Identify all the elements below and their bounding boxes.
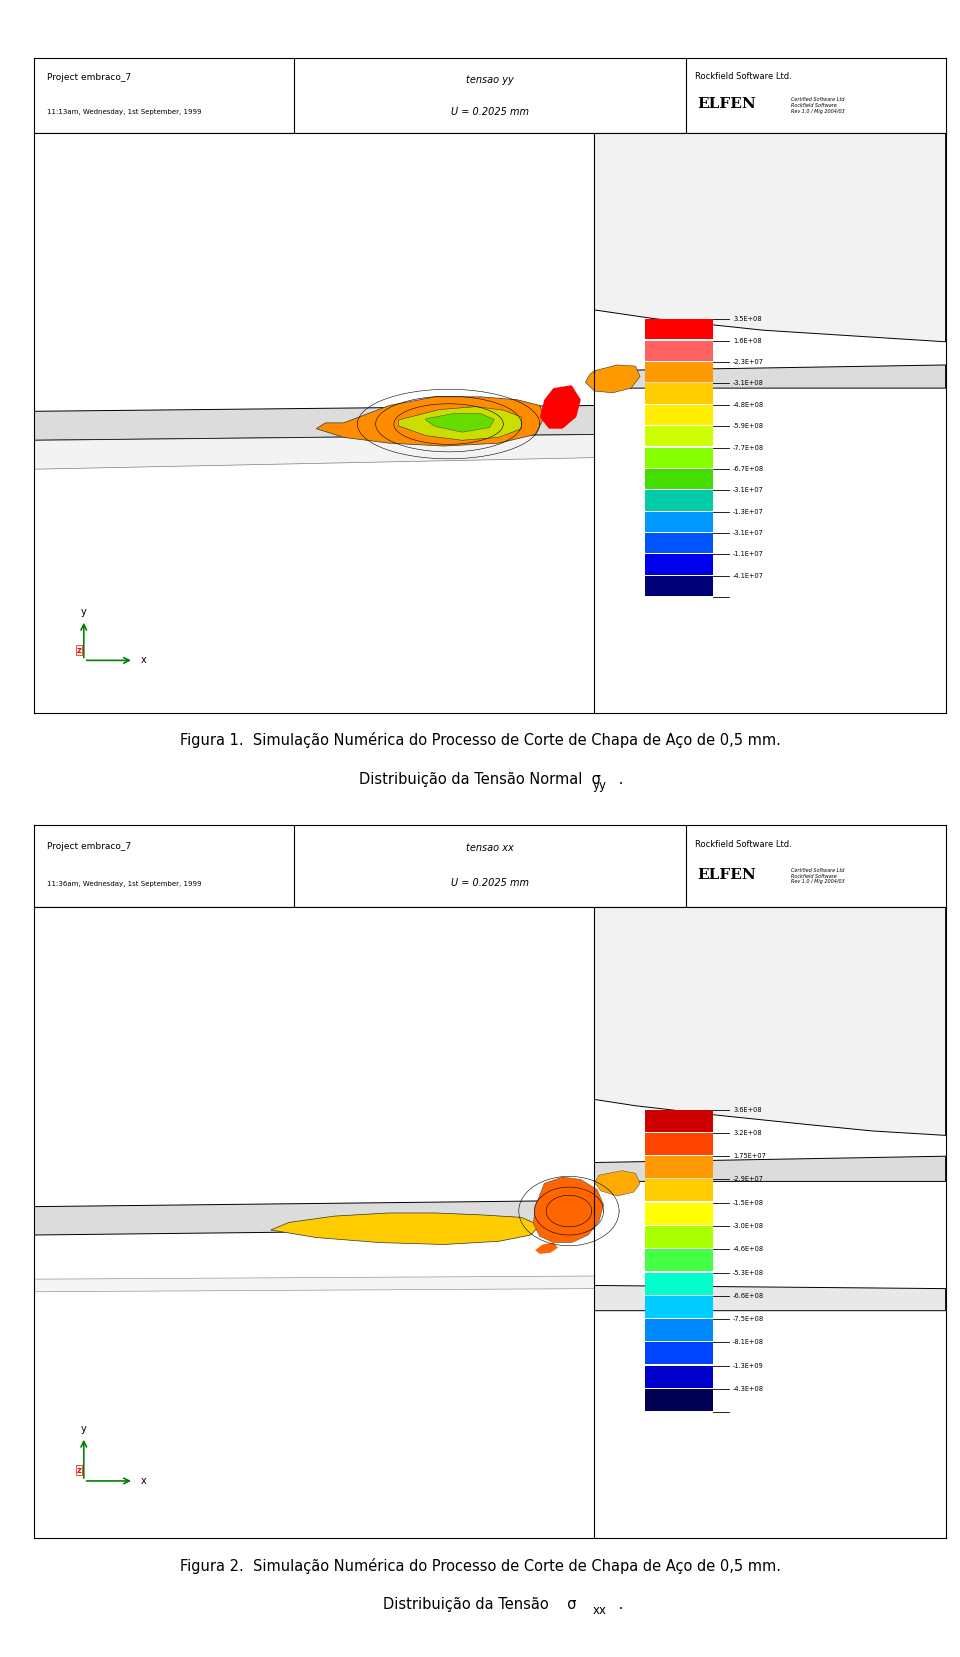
- Bar: [645, 1157, 713, 1178]
- Bar: [645, 1273, 713, 1294]
- Text: Figura 1.  Simulação Numérica do Processo de Corte de Chapa de Aço de 0,5 mm.: Figura 1. Simulação Numérica do Processo…: [180, 732, 780, 749]
- Polygon shape: [34, 434, 594, 469]
- Text: xx: xx: [592, 1604, 607, 1617]
- Text: -3.1E+07: -3.1E+07: [733, 530, 764, 537]
- Bar: [645, 1180, 713, 1201]
- Text: -4.1E+07: -4.1E+07: [733, 573, 764, 578]
- Bar: [645, 1110, 713, 1132]
- Bar: [645, 320, 713, 340]
- Bar: [645, 1342, 713, 1364]
- Polygon shape: [594, 365, 946, 388]
- Text: -4.6E+08: -4.6E+08: [733, 1246, 764, 1253]
- Text: -8.1E+08: -8.1E+08: [733, 1339, 764, 1345]
- Text: -1.3E+09: -1.3E+09: [733, 1362, 764, 1369]
- Text: tensao yy: tensao yy: [466, 75, 514, 85]
- Text: 3.2E+08: 3.2E+08: [733, 1130, 761, 1135]
- Text: x: x: [141, 1476, 147, 1486]
- Text: yy: yy: [592, 779, 607, 792]
- Text: 3.6E+08: 3.6E+08: [733, 1107, 761, 1112]
- Text: -3.1E+08: -3.1E+08: [733, 381, 764, 386]
- Text: U = 0.2025 mm: U = 0.2025 mm: [450, 878, 529, 888]
- Polygon shape: [594, 133, 946, 341]
- Text: -4.3E+08: -4.3E+08: [733, 1385, 764, 1392]
- Bar: [645, 361, 713, 383]
- Text: -1.5E+08: -1.5E+08: [733, 1200, 764, 1206]
- Text: y: y: [81, 606, 86, 616]
- Bar: [645, 577, 713, 597]
- Text: -3.1E+07: -3.1E+07: [733, 487, 764, 494]
- Bar: [645, 1133, 713, 1155]
- Bar: [645, 534, 713, 553]
- Bar: [645, 1389, 713, 1412]
- Text: 3.5E+08: 3.5E+08: [733, 316, 761, 321]
- Text: Certified Software Ltd
Rockfield Software
Rev 1.0 / Mig 2004/03: Certified Software Ltd Rockfield Softwar…: [790, 98, 844, 114]
- Polygon shape: [34, 1276, 594, 1292]
- Polygon shape: [426, 414, 494, 432]
- Text: -4.8E+08: -4.8E+08: [733, 401, 764, 408]
- Bar: [645, 555, 713, 575]
- Text: -5.3E+08: -5.3E+08: [733, 1269, 764, 1276]
- Bar: [645, 469, 713, 489]
- Text: Distribuição da Tensão    σ: Distribuição da Tensão σ: [383, 1597, 577, 1612]
- Text: ELFEN: ELFEN: [698, 868, 756, 882]
- Polygon shape: [534, 1176, 604, 1243]
- Text: .: .: [614, 1597, 624, 1612]
- Text: Rockfield Software Ltd.: Rockfield Software Ltd.: [695, 840, 792, 848]
- Polygon shape: [540, 384, 581, 429]
- Bar: [645, 404, 713, 424]
- Bar: [645, 341, 713, 361]
- Polygon shape: [34, 1200, 594, 1234]
- Text: 1.75E+07: 1.75E+07: [733, 1153, 766, 1160]
- Bar: [645, 1365, 713, 1387]
- Polygon shape: [594, 906, 946, 1135]
- Text: z: z: [77, 1466, 82, 1475]
- Polygon shape: [398, 406, 521, 441]
- Text: z: z: [77, 646, 82, 655]
- Text: Certified Software Ltd
Rockfield Software
Rev 1.0 / Mig 2004/03: Certified Software Ltd Rockfield Softwar…: [790, 868, 844, 885]
- Bar: [645, 447, 713, 467]
- Polygon shape: [271, 1213, 540, 1244]
- Polygon shape: [586, 365, 640, 393]
- Text: -6.7E+08: -6.7E+08: [733, 466, 764, 472]
- Text: x: x: [141, 656, 147, 666]
- Text: y: y: [81, 1423, 86, 1433]
- Text: .: .: [614, 772, 624, 787]
- Text: -5.9E+08: -5.9E+08: [733, 423, 764, 429]
- Bar: [645, 1226, 713, 1248]
- Text: -3.0E+08: -3.0E+08: [733, 1223, 764, 1229]
- Bar: [645, 383, 713, 404]
- Bar: [645, 512, 713, 532]
- Polygon shape: [594, 1171, 640, 1196]
- Polygon shape: [536, 1243, 558, 1254]
- Bar: [645, 1249, 713, 1271]
- Text: tensao xx: tensao xx: [466, 843, 514, 853]
- Text: 11:36am, Wednesday, 1st September, 1999: 11:36am, Wednesday, 1st September, 1999: [47, 882, 202, 886]
- Text: -2.9E+07: -2.9E+07: [733, 1176, 764, 1183]
- Polygon shape: [540, 1185, 594, 1234]
- Bar: [645, 426, 713, 446]
- Polygon shape: [34, 406, 594, 441]
- Text: 1.6E+08: 1.6E+08: [733, 338, 761, 343]
- Text: U = 0.2025 mm: U = 0.2025 mm: [450, 108, 529, 118]
- Text: -1.3E+07: -1.3E+07: [733, 509, 764, 515]
- Text: -6.6E+08: -6.6E+08: [733, 1292, 764, 1299]
- Polygon shape: [594, 1157, 946, 1181]
- Bar: [645, 1203, 713, 1225]
- Text: Project embraco_7: Project embraco_7: [47, 73, 132, 83]
- Polygon shape: [317, 396, 544, 446]
- Text: Figura 2.  Simulação Numérica do Processo de Corte de Chapa de Aço de 0,5 mm.: Figura 2. Simulação Numérica do Processo…: [180, 1558, 780, 1574]
- Bar: [645, 1296, 713, 1317]
- Text: -2.3E+07: -2.3E+07: [733, 360, 764, 365]
- Bar: [645, 1319, 713, 1341]
- Text: ELFEN: ELFEN: [698, 98, 756, 111]
- Bar: [645, 490, 713, 510]
- Text: -1.1E+07: -1.1E+07: [733, 552, 764, 557]
- Text: Project embraco_7: Project embraco_7: [47, 842, 132, 850]
- Text: -7.5E+08: -7.5E+08: [733, 1316, 764, 1322]
- Text: -7.7E+08: -7.7E+08: [733, 444, 764, 451]
- Text: Distribuição da Tensão Normal  σ: Distribuição da Tensão Normal σ: [359, 772, 601, 787]
- Polygon shape: [594, 1286, 946, 1311]
- Text: Rockfield Software Ltd.: Rockfield Software Ltd.: [695, 71, 792, 81]
- Text: 11:13am, Wednesday, 1st September, 1999: 11:13am, Wednesday, 1st September, 1999: [47, 109, 202, 116]
